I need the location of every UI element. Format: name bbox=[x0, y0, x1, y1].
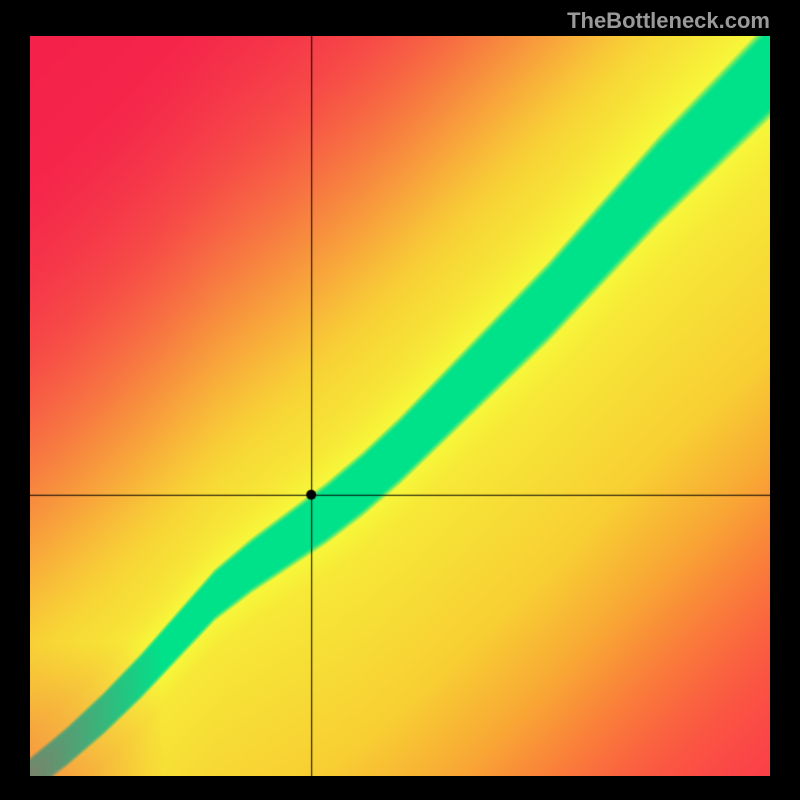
heatmap-canvas bbox=[30, 36, 770, 776]
plot-area bbox=[30, 36, 770, 776]
watermark-text: TheBottleneck.com bbox=[567, 8, 770, 34]
chart-frame: TheBottleneck.com bbox=[0, 0, 800, 800]
